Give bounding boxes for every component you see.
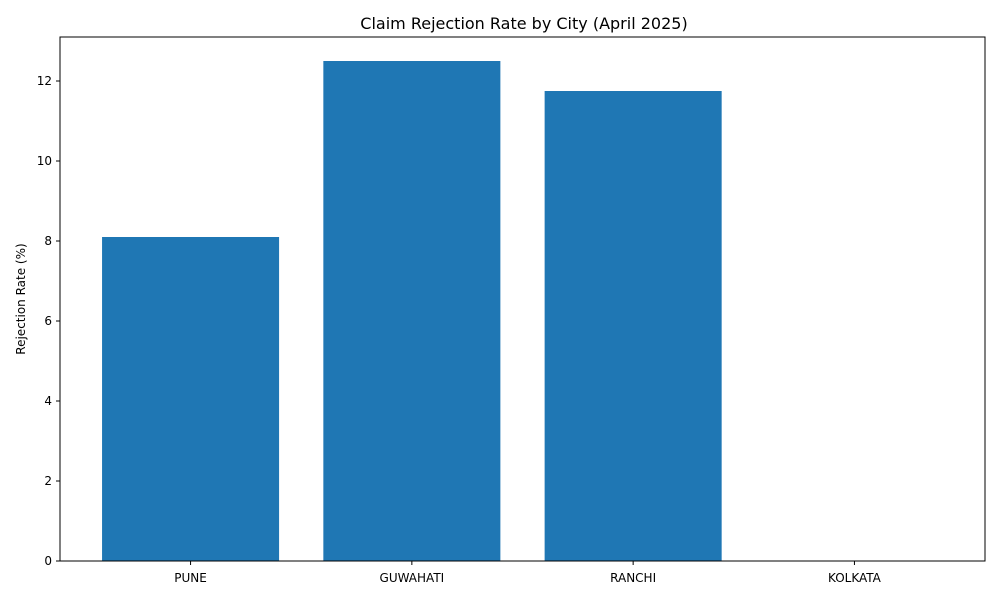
bar-guwahati bbox=[323, 61, 501, 561]
y-tick-label: 10 bbox=[37, 154, 52, 168]
bar-ranchi bbox=[544, 91, 722, 561]
y-tick-label: 6 bbox=[44, 314, 52, 328]
x-axis-ticks: PUNE GUWAHATI RANCHI KOLKATA bbox=[174, 561, 882, 585]
y-tick-label: 2 bbox=[44, 474, 52, 488]
plot-area-frame bbox=[59, 36, 986, 562]
x-tick-label: PUNE bbox=[174, 571, 207, 585]
bars-layer bbox=[102, 61, 722, 561]
x-tick-label: KOLKATA bbox=[828, 571, 882, 585]
y-tick-label: 4 bbox=[44, 394, 52, 408]
y-tick-label: 8 bbox=[44, 234, 52, 248]
chart-title: Claim Rejection Rate by City (April 2025… bbox=[360, 14, 687, 33]
x-tick-label: RANCHI bbox=[610, 571, 656, 585]
y-axis-label: Rejection Rate (%) bbox=[14, 243, 28, 354]
y-tick-label: 0 bbox=[44, 554, 52, 568]
bar-pune bbox=[102, 237, 280, 561]
y-tick-label: 12 bbox=[37, 74, 52, 88]
y-axis-ticks: 0 2 4 6 8 10 12 bbox=[37, 74, 60, 568]
x-tick-label: GUWAHATI bbox=[380, 571, 445, 585]
